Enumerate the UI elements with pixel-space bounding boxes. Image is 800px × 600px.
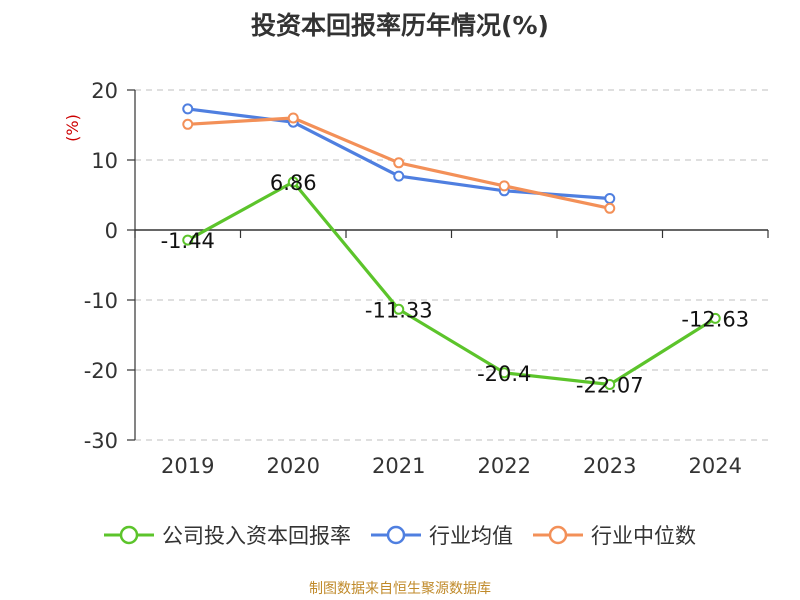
data-point-company — [709, 312, 721, 324]
x-tick-label: 2021 — [372, 454, 425, 478]
series-line-company — [186, 180, 717, 387]
data-point-industry_median — [393, 157, 405, 169]
grid-layer — [135, 89, 768, 441]
legend-line-marker-icon — [371, 525, 421, 545]
series-layer — [182, 103, 721, 390]
chart-title: 投资本回报率历年情况(%) — [251, 11, 549, 40]
data-label: -11.33 — [365, 298, 433, 322]
data-point-company — [182, 234, 194, 246]
data-point-company — [393, 303, 405, 315]
y-tick-label: 20 — [91, 79, 118, 103]
data-point-industry_avg — [182, 103, 194, 115]
data-point-company — [287, 176, 299, 188]
legend: 公司投入资本回报率 行业均值 行业中位数 — [0, 520, 800, 550]
legend-label-industry-median: 行业中位数 — [591, 524, 696, 548]
legend-item-company[interactable]: 公司投入资本回报率 — [104, 520, 351, 550]
data-point-industry_median — [287, 112, 299, 124]
data-point-industry_median — [182, 118, 194, 130]
legend-item-industry-avg[interactable]: 行业均值 — [371, 520, 513, 550]
y-axis-unit-label: (%) — [63, 114, 82, 142]
data-point-industry_median — [498, 180, 510, 192]
data-point-industry_avg — [393, 170, 405, 182]
axis-layer: 20 10 0 -10 -20 -30 2019 2020 2021 2022 2023 2024 (%… — [63, 79, 769, 478]
y-tick-label: 0 — [105, 219, 118, 243]
data-point-company — [498, 367, 510, 379]
legend-label-industry-avg: 行业均值 — [429, 524, 513, 548]
data-label: -1.44 — [161, 229, 215, 253]
series-line-industry_avg — [186, 107, 612, 201]
x-tick-label: 2023 — [583, 454, 636, 478]
legend-item-industry-median[interactable]: 行业中位数 — [533, 520, 696, 550]
x-tick-label: 2022 — [478, 454, 531, 478]
x-tick-label: 2024 — [689, 454, 742, 478]
data-label-layer: -1.44 6.86 -11.33 -20.4 -22.07 -12.63 — [161, 171, 750, 398]
legend-line-marker-icon — [533, 525, 583, 545]
y-tick-label: -10 — [84, 289, 118, 313]
x-tick-label: 2020 — [267, 454, 320, 478]
data-label: -20.4 — [477, 362, 531, 386]
data-label: -12.63 — [681, 307, 749, 331]
legend-line-marker-icon — [104, 525, 154, 545]
x-tick-label: 2019 — [161, 454, 214, 478]
data-point-company — [604, 378, 616, 390]
legend-label-company: 公司投入资本回报率 — [162, 524, 351, 548]
source-note: 制图数据来自恒生聚源数据库 — [309, 581, 491, 597]
data-label: -22.07 — [576, 373, 644, 397]
data-point-industry_avg — [604, 193, 616, 204]
data-label: 6.86 — [270, 171, 317, 195]
y-tick-label: 10 — [91, 149, 118, 173]
y-tick-label: -20 — [84, 359, 118, 383]
y-tick-label: -30 — [84, 429, 118, 453]
data-point-industry_median — [604, 202, 616, 214]
